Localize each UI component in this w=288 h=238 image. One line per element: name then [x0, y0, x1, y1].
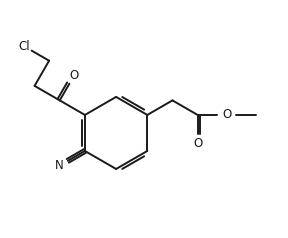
- Text: N: N: [55, 159, 64, 172]
- Text: O: O: [222, 109, 231, 121]
- Text: Cl: Cl: [18, 40, 30, 53]
- Text: O: O: [70, 69, 79, 82]
- Text: O: O: [193, 138, 202, 150]
